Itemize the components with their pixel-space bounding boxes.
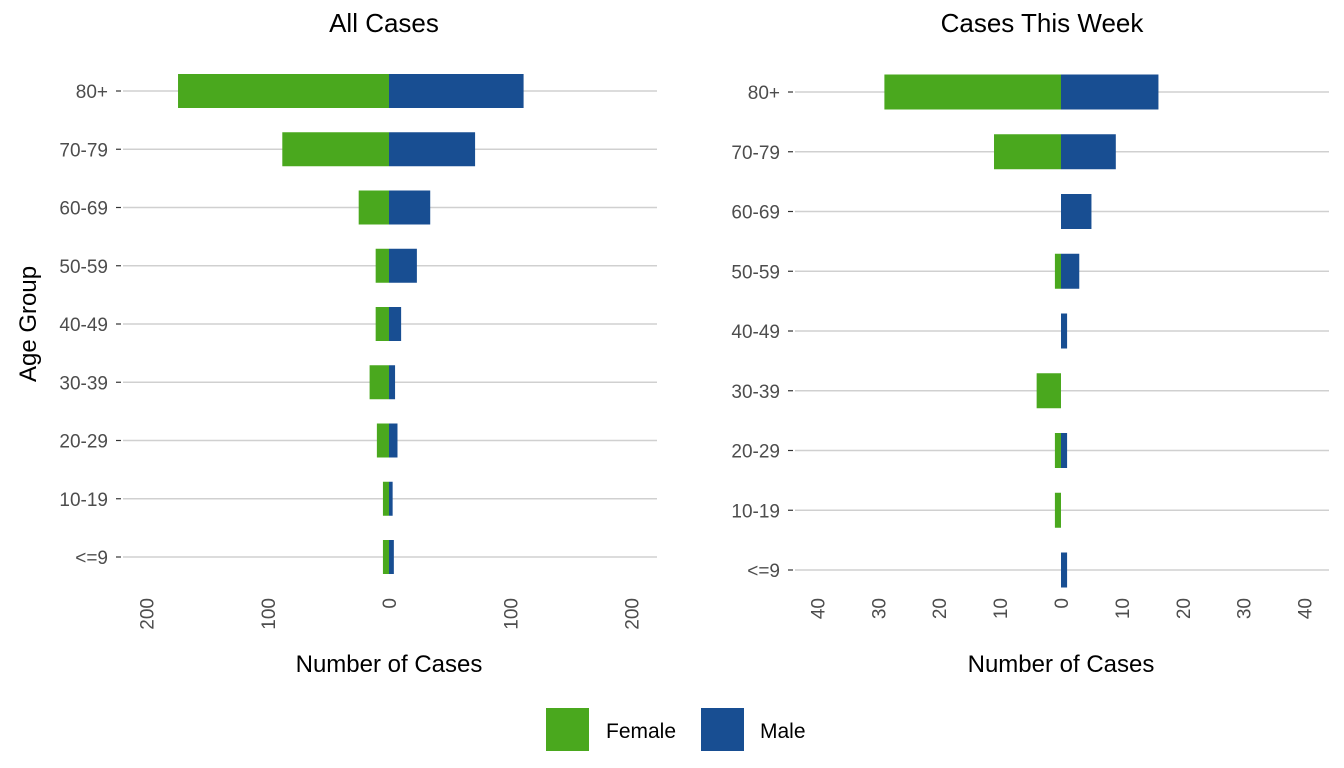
- x-tick-label: 40: [1296, 598, 1317, 619]
- x-tick-label: 20: [930, 598, 951, 619]
- x-tick-label: 30: [869, 598, 890, 619]
- y-tick-label: <=9: [747, 561, 780, 582]
- x-tick-label: 20: [1174, 598, 1195, 619]
- y-tick-label: 10-19: [731, 501, 780, 522]
- y-tick-label: 50-59: [59, 257, 108, 278]
- y-tick-label: 80+: [748, 83, 780, 104]
- legend: Female Male: [546, 708, 806, 751]
- x-tick-label: 40: [808, 598, 829, 619]
- legend-item-female: Female: [546, 708, 676, 751]
- bar-male-10-19: [389, 481, 393, 516]
- y-tick-label: 50-59: [731, 262, 780, 283]
- y-tick-label: 30-39: [731, 382, 780, 403]
- bar-male-40-49: [1061, 313, 1068, 349]
- bar-female-50-59: [1054, 253, 1061, 289]
- bar-female-40-49: [375, 307, 389, 341]
- panel-cases-this-week: Cases This Week <=9 10-19 20-29 30-39 40-49 5…: [731, 8, 1329, 678]
- y-tick-label: 10-19: [59, 490, 108, 511]
- bar-female-<=9: [382, 540, 389, 574]
- bar-male-40-49: [389, 307, 402, 341]
- bar-male-70-79: [1061, 134, 1116, 170]
- x-axis-title: Number of Cases: [296, 651, 483, 678]
- bar-female-70-79: [282, 132, 389, 167]
- bar-male-80+: [1061, 74, 1159, 110]
- y-tick-label: 80+: [76, 82, 108, 103]
- x-tick-label: 10: [1113, 598, 1134, 619]
- bar-female-50-59: [375, 248, 389, 283]
- bar-female-10-19: [1054, 492, 1061, 528]
- bar-female-60-69: [358, 190, 389, 225]
- legend-label-female: Female: [606, 720, 676, 743]
- y-tick-label: 20-29: [59, 432, 108, 453]
- bar-male-20-29: [1061, 433, 1068, 468]
- bar-female-70-79: [994, 134, 1061, 170]
- x-tick-label: 100: [259, 598, 280, 630]
- bar-female-80+: [178, 74, 389, 108]
- bar-female-80+: [884, 74, 1061, 110]
- x-tick-label: 100: [501, 598, 522, 630]
- bar-female-20-29: [1054, 433, 1061, 468]
- x-tick-label: 10: [991, 598, 1012, 619]
- legend-item-male: Male: [701, 708, 806, 751]
- x-tick-label: 200: [623, 598, 644, 630]
- bar-female-10-19: [382, 481, 389, 516]
- y-tick-label: 70-79: [59, 140, 108, 161]
- y-tick-label: 70-79: [731, 143, 780, 164]
- bar-male-60-69: [389, 190, 431, 225]
- legend-swatch-female: [546, 708, 589, 751]
- y-tick-label: 20-29: [731, 442, 780, 463]
- bar-female-20-29: [376, 423, 389, 458]
- y-tick-label: 60-69: [731, 203, 780, 224]
- x-tick-label: 0: [380, 598, 401, 609]
- legend-swatch-male: [701, 708, 744, 751]
- x-axis-title: Number of Cases: [968, 651, 1155, 678]
- bar-male-80+: [389, 74, 524, 108]
- x-tick-label: 0: [1052, 598, 1073, 609]
- x-tick-label: 200: [138, 598, 159, 630]
- y-tick-label: 60-69: [59, 199, 108, 220]
- bar-male-60-69: [1061, 194, 1092, 229]
- bar-male-50-59: [389, 248, 417, 283]
- bar-male-50-59: [1061, 253, 1080, 289]
- bar-male-<=9: [389, 540, 394, 574]
- y-tick-label: 40-49: [731, 322, 780, 343]
- x-tick-label: 30: [1235, 598, 1256, 619]
- panel-title: All Cases: [329, 8, 439, 38]
- y-tick-label: <=9: [75, 548, 108, 569]
- bar-male-20-29: [389, 423, 398, 458]
- y-tick-label: 40-49: [59, 315, 108, 336]
- legend-label-male: Male: [760, 720, 806, 743]
- y-axis-title: Age Group: [15, 266, 42, 382]
- bar-male-70-79: [389, 132, 476, 167]
- bar-male-30-39: [389, 365, 396, 400]
- panel-all-cases: All Cases <=9 10-19 20-29 30-39 40-49 50-59 60…: [15, 8, 657, 678]
- bar-female-30-39: [369, 365, 389, 400]
- panel-title: Cases This Week: [941, 8, 1145, 38]
- bar-male-<=9: [1061, 552, 1068, 588]
- bar-female-30-39: [1036, 373, 1061, 409]
- y-tick-label: 30-39: [59, 373, 108, 394]
